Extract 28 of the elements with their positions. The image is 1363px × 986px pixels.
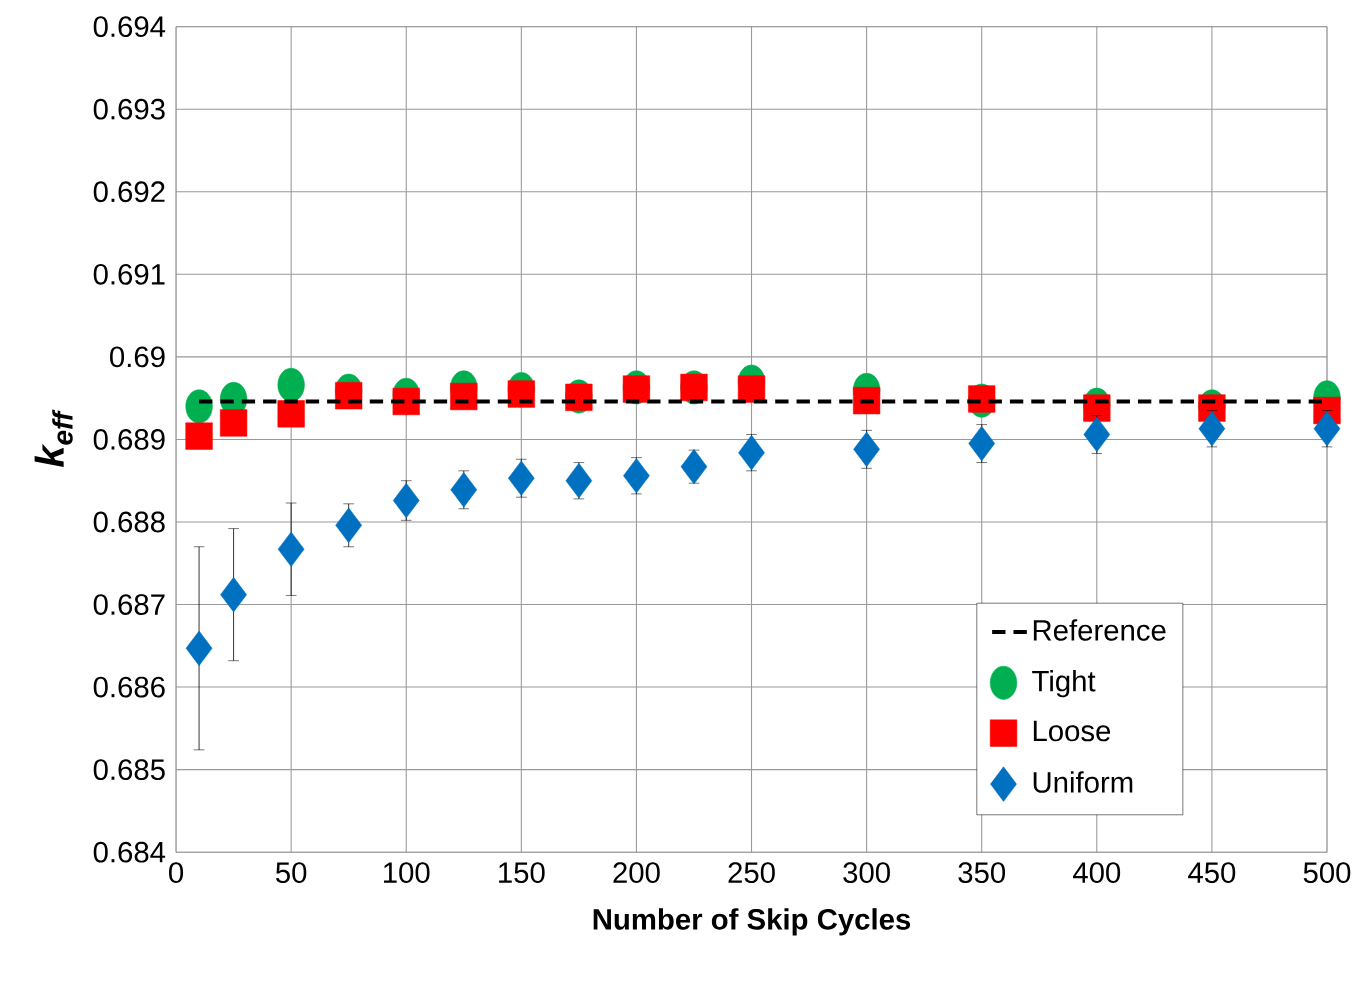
- x-tick-label: 250: [728, 862, 775, 884]
- y-tick-label: 0.685: [93, 759, 165, 781]
- y-tick-label: 0.689: [93, 429, 165, 451]
- x-axis-title: Number of Skip Cycles: [593, 908, 911, 936]
- y-tick-label: 0.686: [93, 676, 165, 698]
- y-tick-label: 0.688: [93, 511, 165, 533]
- legend-label: Loose: [1033, 721, 1111, 742]
- legend-label: Reference: [1033, 619, 1166, 641]
- x-tick-label: 100: [384, 862, 430, 884]
- x-tick-label: 500: [1303, 862, 1351, 884]
- y-tick-label: 0.69: [110, 346, 165, 368]
- y-axis-title: k$_{eff}$: [34, 409, 73, 468]
- x-tick-label: 400: [1073, 862, 1121, 884]
- y-tick-label: 0.687: [93, 594, 165, 616]
- x-tick-label: 200: [613, 862, 660, 884]
- y-tick-label: 0.693: [93, 99, 165, 120]
- legend-label: Tight: [1032, 670, 1096, 698]
- y-tick-label: 0.694: [93, 16, 166, 38]
- x-tick-label: 450: [1188, 862, 1236, 884]
- y-tick-label: 0.684: [93, 842, 166, 863]
- x-tick-label: 0: [169, 862, 184, 884]
- x-tick-label: 350: [958, 862, 1006, 884]
- y-tick-label: 0.692: [93, 181, 165, 203]
- y-tick-label: 0.691: [93, 264, 165, 285]
- x-tick-label: 300: [843, 862, 890, 884]
- x-tick-label: 150: [499, 862, 545, 884]
- legend-label: Uniform: [1033, 771, 1133, 794]
- x-tick-label: 50: [276, 862, 307, 884]
